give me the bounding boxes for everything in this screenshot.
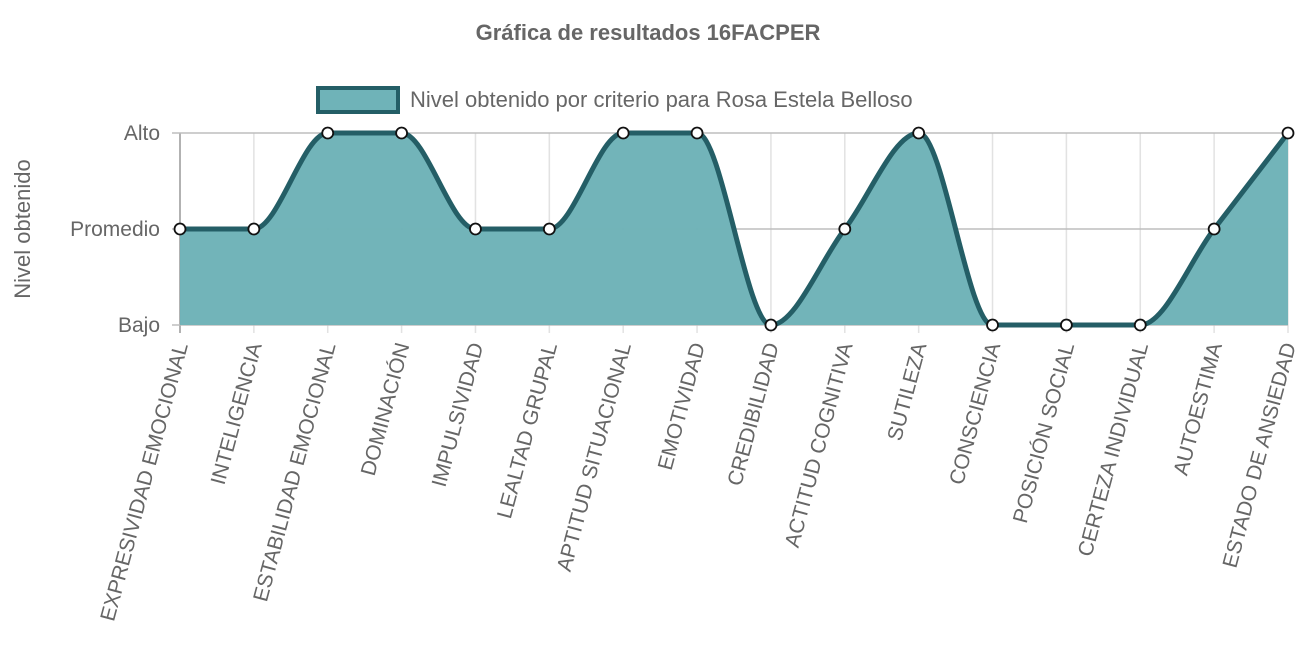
x-tick-label: APTITUD SITUACIONAL — [553, 340, 636, 574]
data-point[interactable] — [912, 126, 926, 140]
data-point[interactable] — [838, 222, 852, 236]
x-tick-label: POSICIÓN SOCIAL — [1009, 340, 1079, 525]
data-point[interactable] — [986, 318, 999, 332]
x-tick-label: INTELIGENCIA — [207, 340, 267, 487]
data-point[interactable] — [173, 222, 187, 236]
data-point[interactable] — [542, 222, 556, 236]
data-area-layer — [179, 130, 1290, 328]
data-point[interactable] — [321, 126, 335, 140]
y-tick-label: Promedio — [70, 218, 160, 241]
data-point[interactable] — [1133, 318, 1147, 332]
data-point[interactable] — [1281, 126, 1295, 140]
x-tick-label: IMPULSIVIDAD — [428, 340, 489, 489]
series-line — [179, 130, 1290, 328]
y-tick-label: Alto — [124, 122, 160, 145]
data-point[interactable] — [616, 126, 630, 140]
x-tick-label: CREDIBILIDAD — [723, 340, 783, 488]
x-tick-label: ESTABILIDAD EMOCIONAL — [249, 340, 340, 604]
x-tick-label: LEALTAD GRUPAL — [493, 340, 562, 521]
legend-label: Nivel obtenido por criterio para Rosa Es… — [410, 87, 913, 112]
legend[interactable]: Nivel obtenido por criterio para Rosa Es… — [316, 86, 913, 114]
x-tick-label: CONSCIENCIA — [945, 340, 1005, 487]
data-point[interactable] — [1207, 222, 1221, 236]
x-tick-label: CERTEZA INDIVIDUAL — [1074, 340, 1153, 559]
chart-title: Gráfica de resultados 16FACPER — [476, 20, 821, 45]
x-tick-label: ESTADO DE ANSIEDAD — [1219, 340, 1296, 570]
data-point[interactable] — [1060, 318, 1073, 332]
y-axis-title: Nivel obtenido — [10, 159, 35, 298]
x-tick-label: EMOTIVIDAD — [654, 340, 710, 472]
x-tick-label: EXPRESIVIDAD EMOCIONAL — [96, 340, 193, 623]
legend-swatch — [316, 86, 400, 114]
data-point[interactable] — [764, 318, 778, 332]
x-tick-label: DOMINACIÓN — [357, 340, 415, 478]
x-tick-label: SUTILEZA — [883, 340, 931, 443]
data-point[interactable] — [247, 222, 261, 236]
x-tick-label: ACTITUD COGNITIVA — [781, 340, 858, 550]
data-point[interactable] — [469, 222, 482, 236]
data-points — [173, 126, 1295, 332]
data-point[interactable] — [690, 126, 704, 140]
y-tick-label: Bajo — [118, 314, 160, 337]
x-tick-label: AUTOESTIMA — [1170, 340, 1227, 477]
y-tick-labels: Bajo Promedio Alto — [70, 122, 160, 337]
x-tick-labels: EXPRESIVIDAD EMOCIONAL INTELIGENCIAESTABI… — [96, 340, 1296, 623]
data-point[interactable] — [395, 126, 409, 140]
